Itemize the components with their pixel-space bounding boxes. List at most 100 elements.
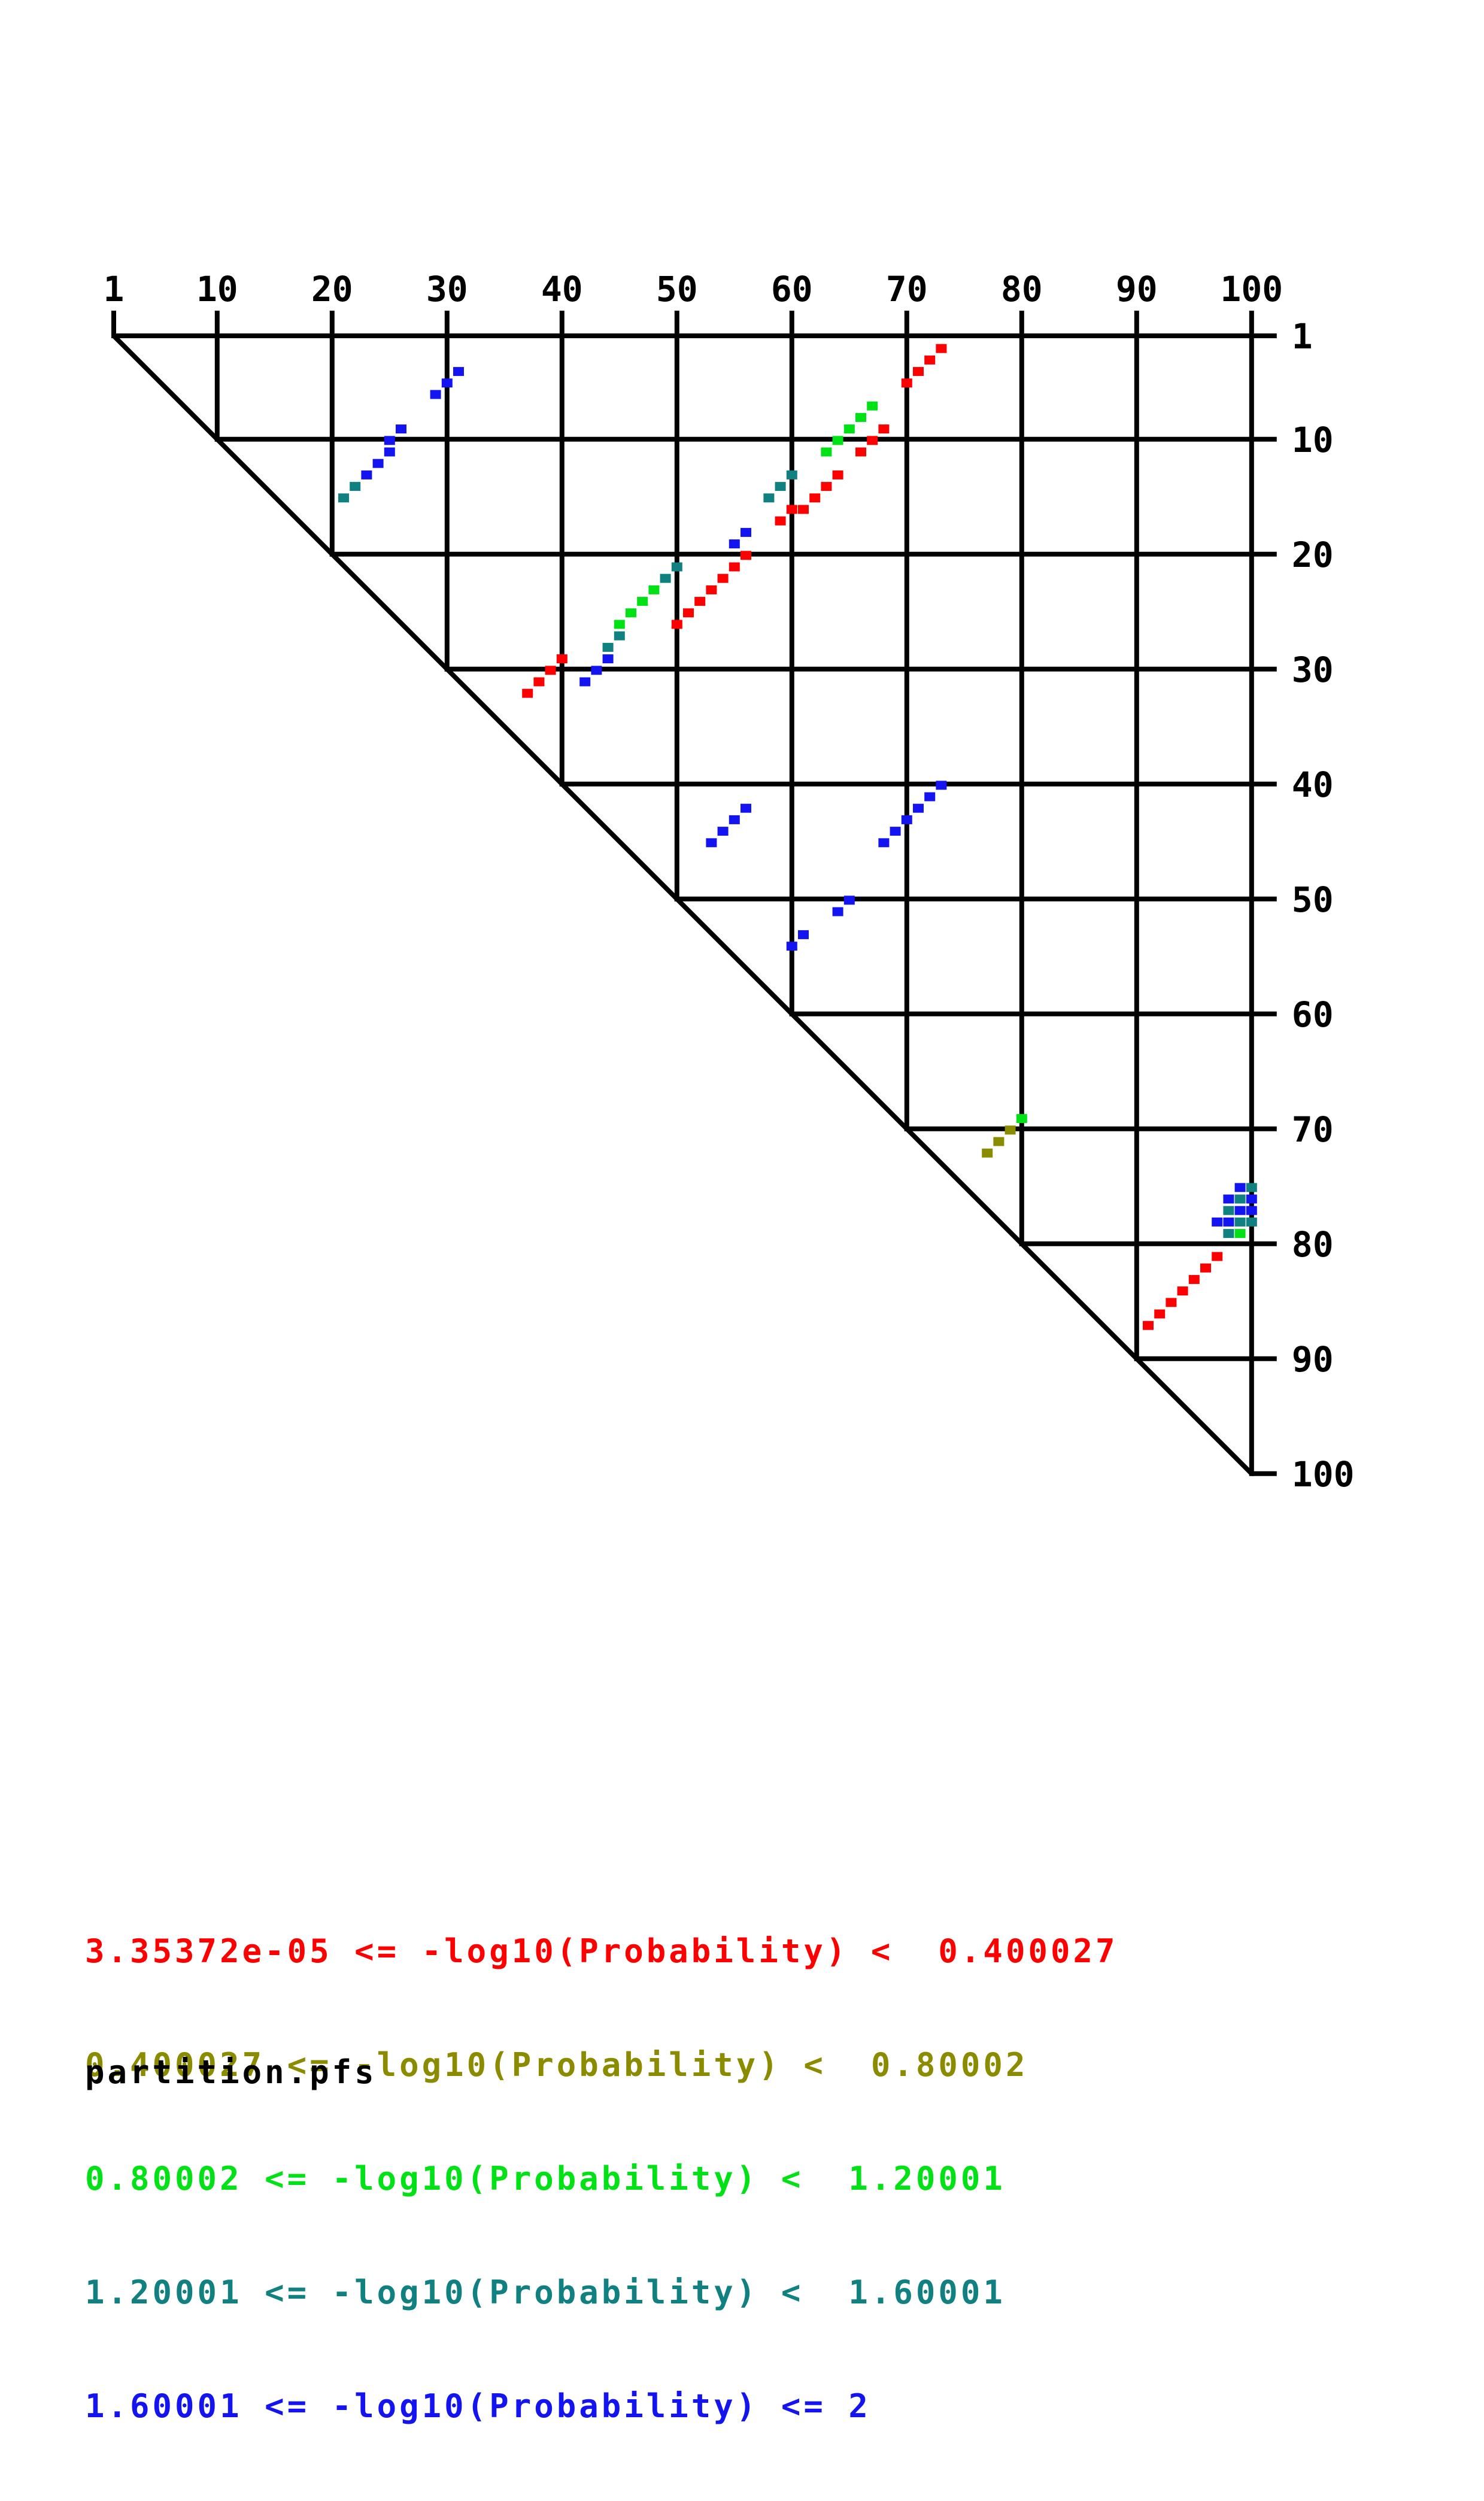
legend: 3.35372e-05 <= -log10(Probability) < 0.4… bbox=[85, 1857, 1118, 2501]
probability-dot bbox=[878, 424, 890, 434]
probability-dot bbox=[1234, 1217, 1246, 1227]
probability-dot bbox=[832, 436, 843, 445]
probability-dot bbox=[924, 792, 936, 802]
probability-dot bbox=[545, 666, 556, 675]
probability-dot bbox=[671, 562, 682, 572]
probability-dot bbox=[533, 677, 545, 687]
probability-dot bbox=[602, 654, 614, 664]
right-axis-tick-label: 1 bbox=[1292, 316, 1313, 357]
right-axis-tick-label: 80 bbox=[1292, 1224, 1334, 1265]
probability-dot bbox=[717, 573, 729, 583]
probability-dot bbox=[717, 827, 729, 836]
probability-dot bbox=[614, 620, 625, 629]
probability-dot bbox=[1234, 1206, 1246, 1215]
probability-dot bbox=[556, 654, 567, 664]
right-axis-tick-label: 50 bbox=[1292, 879, 1334, 920]
probability-dot bbox=[384, 447, 395, 457]
probability-dot bbox=[786, 505, 797, 514]
probability-dot bbox=[832, 470, 843, 479]
right-axis-tick-label: 70 bbox=[1292, 1109, 1334, 1150]
probability-dot bbox=[1234, 1194, 1246, 1204]
probability-dot bbox=[936, 344, 947, 353]
probability-dot bbox=[522, 688, 533, 698]
probability-dot bbox=[361, 470, 372, 479]
probability-dot bbox=[1016, 1114, 1027, 1124]
right-axis-tick-label: 40 bbox=[1292, 764, 1334, 805]
probability-dot bbox=[671, 620, 682, 629]
probability-dot bbox=[660, 573, 671, 583]
probability-dot bbox=[798, 930, 809, 939]
top-axis-tick-label: 60 bbox=[771, 269, 813, 309]
probability-dot bbox=[1246, 1206, 1257, 1215]
probability-dot bbox=[913, 367, 924, 377]
probability-dot bbox=[775, 516, 786, 526]
probability-dot bbox=[430, 390, 441, 399]
probability-dot bbox=[993, 1137, 1004, 1146]
probability-dot bbox=[809, 493, 821, 503]
probability-dot bbox=[350, 482, 361, 491]
probability-dot bbox=[591, 666, 602, 675]
probability-dot bbox=[1200, 1263, 1211, 1273]
probability-dot bbox=[602, 642, 614, 652]
probability-dot bbox=[832, 907, 843, 916]
probability-dot bbox=[901, 378, 912, 388]
probability-dot-plot: 1 10 20 30 40 50 60 70 80 90 100110203040506070809… bbox=[104, 269, 1355, 1495]
probability-dot bbox=[901, 815, 912, 824]
top-axis-tick-label: 1 bbox=[104, 269, 125, 309]
probability-dot bbox=[1143, 1321, 1154, 1330]
probability-dot bbox=[855, 447, 866, 457]
probability-dot bbox=[706, 838, 717, 848]
probability-dot bbox=[741, 551, 751, 560]
legend-entry-olive: 0.400027 <= -log10(Probability) < 0.8000… bbox=[85, 2046, 1028, 2084]
right-axis-tick-label: 90 bbox=[1292, 1339, 1334, 1380]
probability-dot bbox=[396, 424, 406, 434]
probability-dot bbox=[878, 838, 890, 848]
probability-dot bbox=[855, 412, 866, 422]
probability-dot bbox=[579, 677, 591, 687]
probability-dot bbox=[1212, 1217, 1223, 1227]
legend-entry-red: 3.35372e-05 <= -log10(Probability) < 0.4… bbox=[85, 1932, 1118, 1970]
probability-dot bbox=[1234, 1183, 1246, 1192]
probability-dot bbox=[1246, 1217, 1257, 1227]
legend-entry-teal: 1.20001 <= -log10(Probability) < 1.60001 bbox=[85, 2274, 1006, 2311]
probability-dot bbox=[843, 896, 855, 905]
probability-dot bbox=[798, 505, 809, 514]
probability-dot bbox=[1223, 1217, 1234, 1227]
probability-dot bbox=[338, 493, 349, 503]
probability-dot bbox=[1246, 1194, 1257, 1204]
diagonal-line bbox=[112, 334, 1254, 1476]
probability-dot bbox=[924, 355, 936, 365]
probability-dot bbox=[683, 608, 694, 618]
probability-dot bbox=[867, 436, 878, 445]
top-axis-tick-label: 40 bbox=[541, 269, 583, 309]
legend-entry-green: 0.80002 <= -log10(Probability) < 1.20001 bbox=[85, 2160, 1006, 2198]
top-axis-tick-label: 80 bbox=[1001, 269, 1043, 309]
right-axis-tick-label: 30 bbox=[1292, 649, 1334, 690]
probability-dot bbox=[775, 482, 786, 491]
probability-dot bbox=[741, 527, 751, 537]
top-axis-tick-label: 20 bbox=[311, 269, 353, 309]
top-axis-tick-label: 30 bbox=[426, 269, 468, 309]
probability-dot bbox=[729, 539, 740, 549]
probability-dot bbox=[1004, 1125, 1016, 1135]
probability-dot bbox=[729, 815, 740, 824]
probability-dot bbox=[384, 436, 395, 445]
filename-label: partition.pfs bbox=[85, 2053, 377, 2091]
probability-dot bbox=[763, 493, 775, 503]
legend-entry-blue: 1.60001 <= -log10(Probability) <= 2 bbox=[85, 2387, 871, 2425]
probability-dot bbox=[1234, 1229, 1246, 1239]
probability-dot bbox=[821, 482, 832, 491]
probability-dot bbox=[982, 1148, 993, 1158]
probability-dot bbox=[1188, 1274, 1200, 1284]
probability-dot bbox=[614, 631, 625, 641]
probability-dot bbox=[1223, 1229, 1234, 1239]
probability-dot bbox=[741, 803, 751, 813]
right-axis-tick-label: 20 bbox=[1292, 535, 1334, 575]
probability-dot bbox=[648, 585, 660, 594]
probability-dot bbox=[843, 424, 855, 434]
top-axis-tick-label: 90 bbox=[1116, 269, 1158, 309]
probability-dot bbox=[1166, 1298, 1177, 1307]
probability-dot bbox=[637, 597, 648, 606]
probability-dot bbox=[786, 942, 797, 951]
probability-dot bbox=[1154, 1309, 1166, 1319]
